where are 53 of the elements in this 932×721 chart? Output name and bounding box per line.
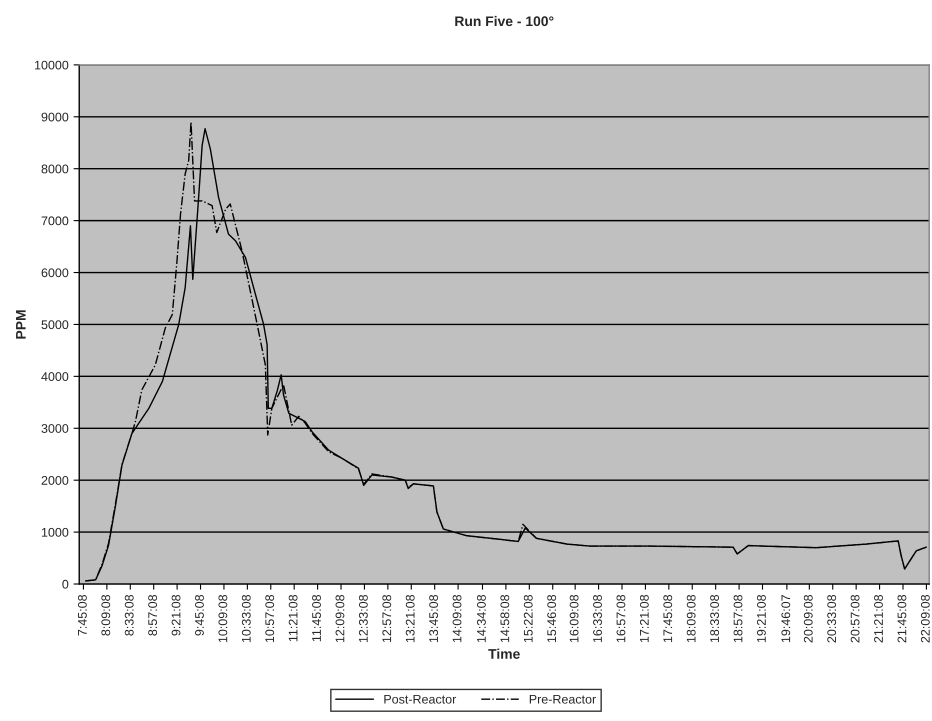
x-tick-label: 13:45:08 xyxy=(429,594,438,642)
x-tick-label: 18:09:08 xyxy=(686,594,696,642)
x-tick-label: 18:33:08 xyxy=(710,594,720,642)
x-tick-label: 20:09:08 xyxy=(804,594,813,642)
x-tick-label: 7:45:08 xyxy=(78,594,87,636)
legend-label: Pre-Reactor xyxy=(530,694,596,704)
y-tick-label: 10000 xyxy=(35,60,68,70)
x-tick-label: 14:34:08 xyxy=(476,594,486,642)
x-tick-label: 11:45:08 xyxy=(312,594,321,642)
y-tick-label: 0 xyxy=(62,580,68,589)
x-tick-label: 8:57:08 xyxy=(148,594,158,636)
chart-title: Run Five - 100° xyxy=(455,16,554,26)
x-tick-label: 15:22:08 xyxy=(524,594,533,642)
x-tick-label: 8:33:08 xyxy=(124,594,134,636)
x-tick-label: 20:33:08 xyxy=(827,594,836,642)
y-tick-label: 8000 xyxy=(42,164,68,174)
x-tick-label: 8:09:08 xyxy=(101,594,110,636)
y-tick-label: 2000 xyxy=(42,476,68,485)
x-tick-label: 9:45:08 xyxy=(195,594,204,636)
x-tick-label: 21:45:08 xyxy=(897,594,906,642)
x-tick-label: 14:09:08 xyxy=(452,594,462,642)
x-tick-label: 22:09:08 xyxy=(920,594,930,642)
y-tick-label: 3000 xyxy=(41,424,68,433)
y-axis-title: PPM xyxy=(16,310,26,339)
y-tick-label: 9000 xyxy=(42,112,68,122)
y-tick-label: 7000 xyxy=(42,216,68,226)
x-tick-label: 10:33:08 xyxy=(242,594,251,642)
x-tick-label: 11:21:08 xyxy=(288,594,298,642)
x-tick-label: 17:21:08 xyxy=(640,594,649,642)
x-tick-label: 10:57:08 xyxy=(265,594,274,642)
x-tick-label: 16:33:08 xyxy=(593,594,602,642)
x-tick-label: 21:21:08 xyxy=(874,594,883,642)
x-tick-label: 14:58:08 xyxy=(500,594,510,642)
x-tick-label: 12:33:08 xyxy=(358,594,368,642)
x-tick-label: 10:09:08 xyxy=(218,594,228,642)
x-tick-label: 16:57:08 xyxy=(616,594,626,642)
x-tick-label: 19:21:08 xyxy=(757,594,766,642)
x-tick-label: 12:57:08 xyxy=(382,594,392,642)
x-tick-label: 20:57:08 xyxy=(850,594,860,642)
x-tick-label: 13:21:08 xyxy=(406,594,415,642)
x-tick-label: 18:57:08 xyxy=(734,594,742,642)
x-tick-label: 17:45:08 xyxy=(663,594,672,642)
y-tick-label: 1000 xyxy=(42,528,68,537)
legend-label: Post-Reactor xyxy=(384,694,456,704)
x-tick-label: 15:46:08 xyxy=(547,594,556,642)
y-tick-label: 5000 xyxy=(42,320,68,330)
x-tick-label: 19:46:07 xyxy=(781,595,790,642)
x-tick-label: 9:21:08 xyxy=(172,594,180,636)
y-tick-label: 4000 xyxy=(41,372,68,382)
x-tick-label: 16:09:08 xyxy=(570,594,579,642)
x-tick-label: 12:09:08 xyxy=(336,594,344,642)
y-tick-label: 6000 xyxy=(42,268,68,278)
x-axis-title: Time xyxy=(488,648,520,659)
